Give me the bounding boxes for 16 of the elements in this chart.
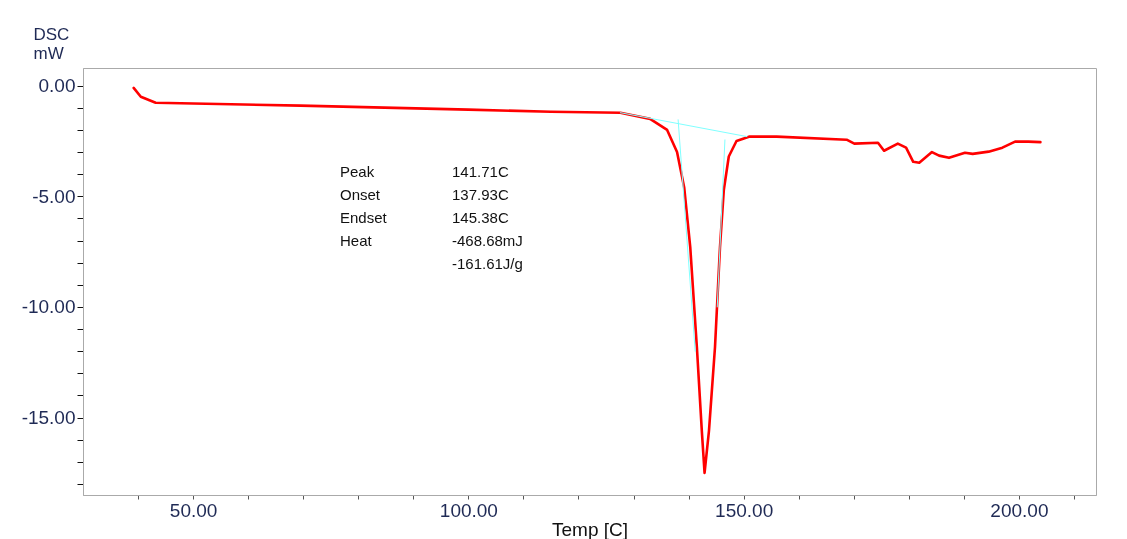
y-tick-label: -5.00 — [32, 185, 76, 207]
text: Onset 137.93C — [340, 186, 509, 203]
x-tick-label: 50.00 — [169, 499, 218, 521]
line-series — [132, 86, 1042, 475]
x-tick-label: 200.00 — [990, 499, 1049, 521]
text: Heat -468.68mJ — [340, 232, 523, 249]
x-tick-label: 100.00 — [439, 499, 498, 521]
x-axis-title: Temp [C] — [551, 518, 629, 539]
annotation: -161.61J/g — [452, 255, 523, 272]
y-tick-label: -10.00 — [21, 296, 76, 318]
text: Endset 145.38C — [340, 209, 509, 226]
y-tick-label: -15.00 — [21, 407, 76, 429]
x-tick-label: 150.00 — [715, 499, 774, 521]
y-tick-label: 0.00 — [38, 75, 76, 97]
text: Peak 141.71C — [340, 163, 509, 180]
y-axis-title: DSC mW — [33, 24, 70, 63]
